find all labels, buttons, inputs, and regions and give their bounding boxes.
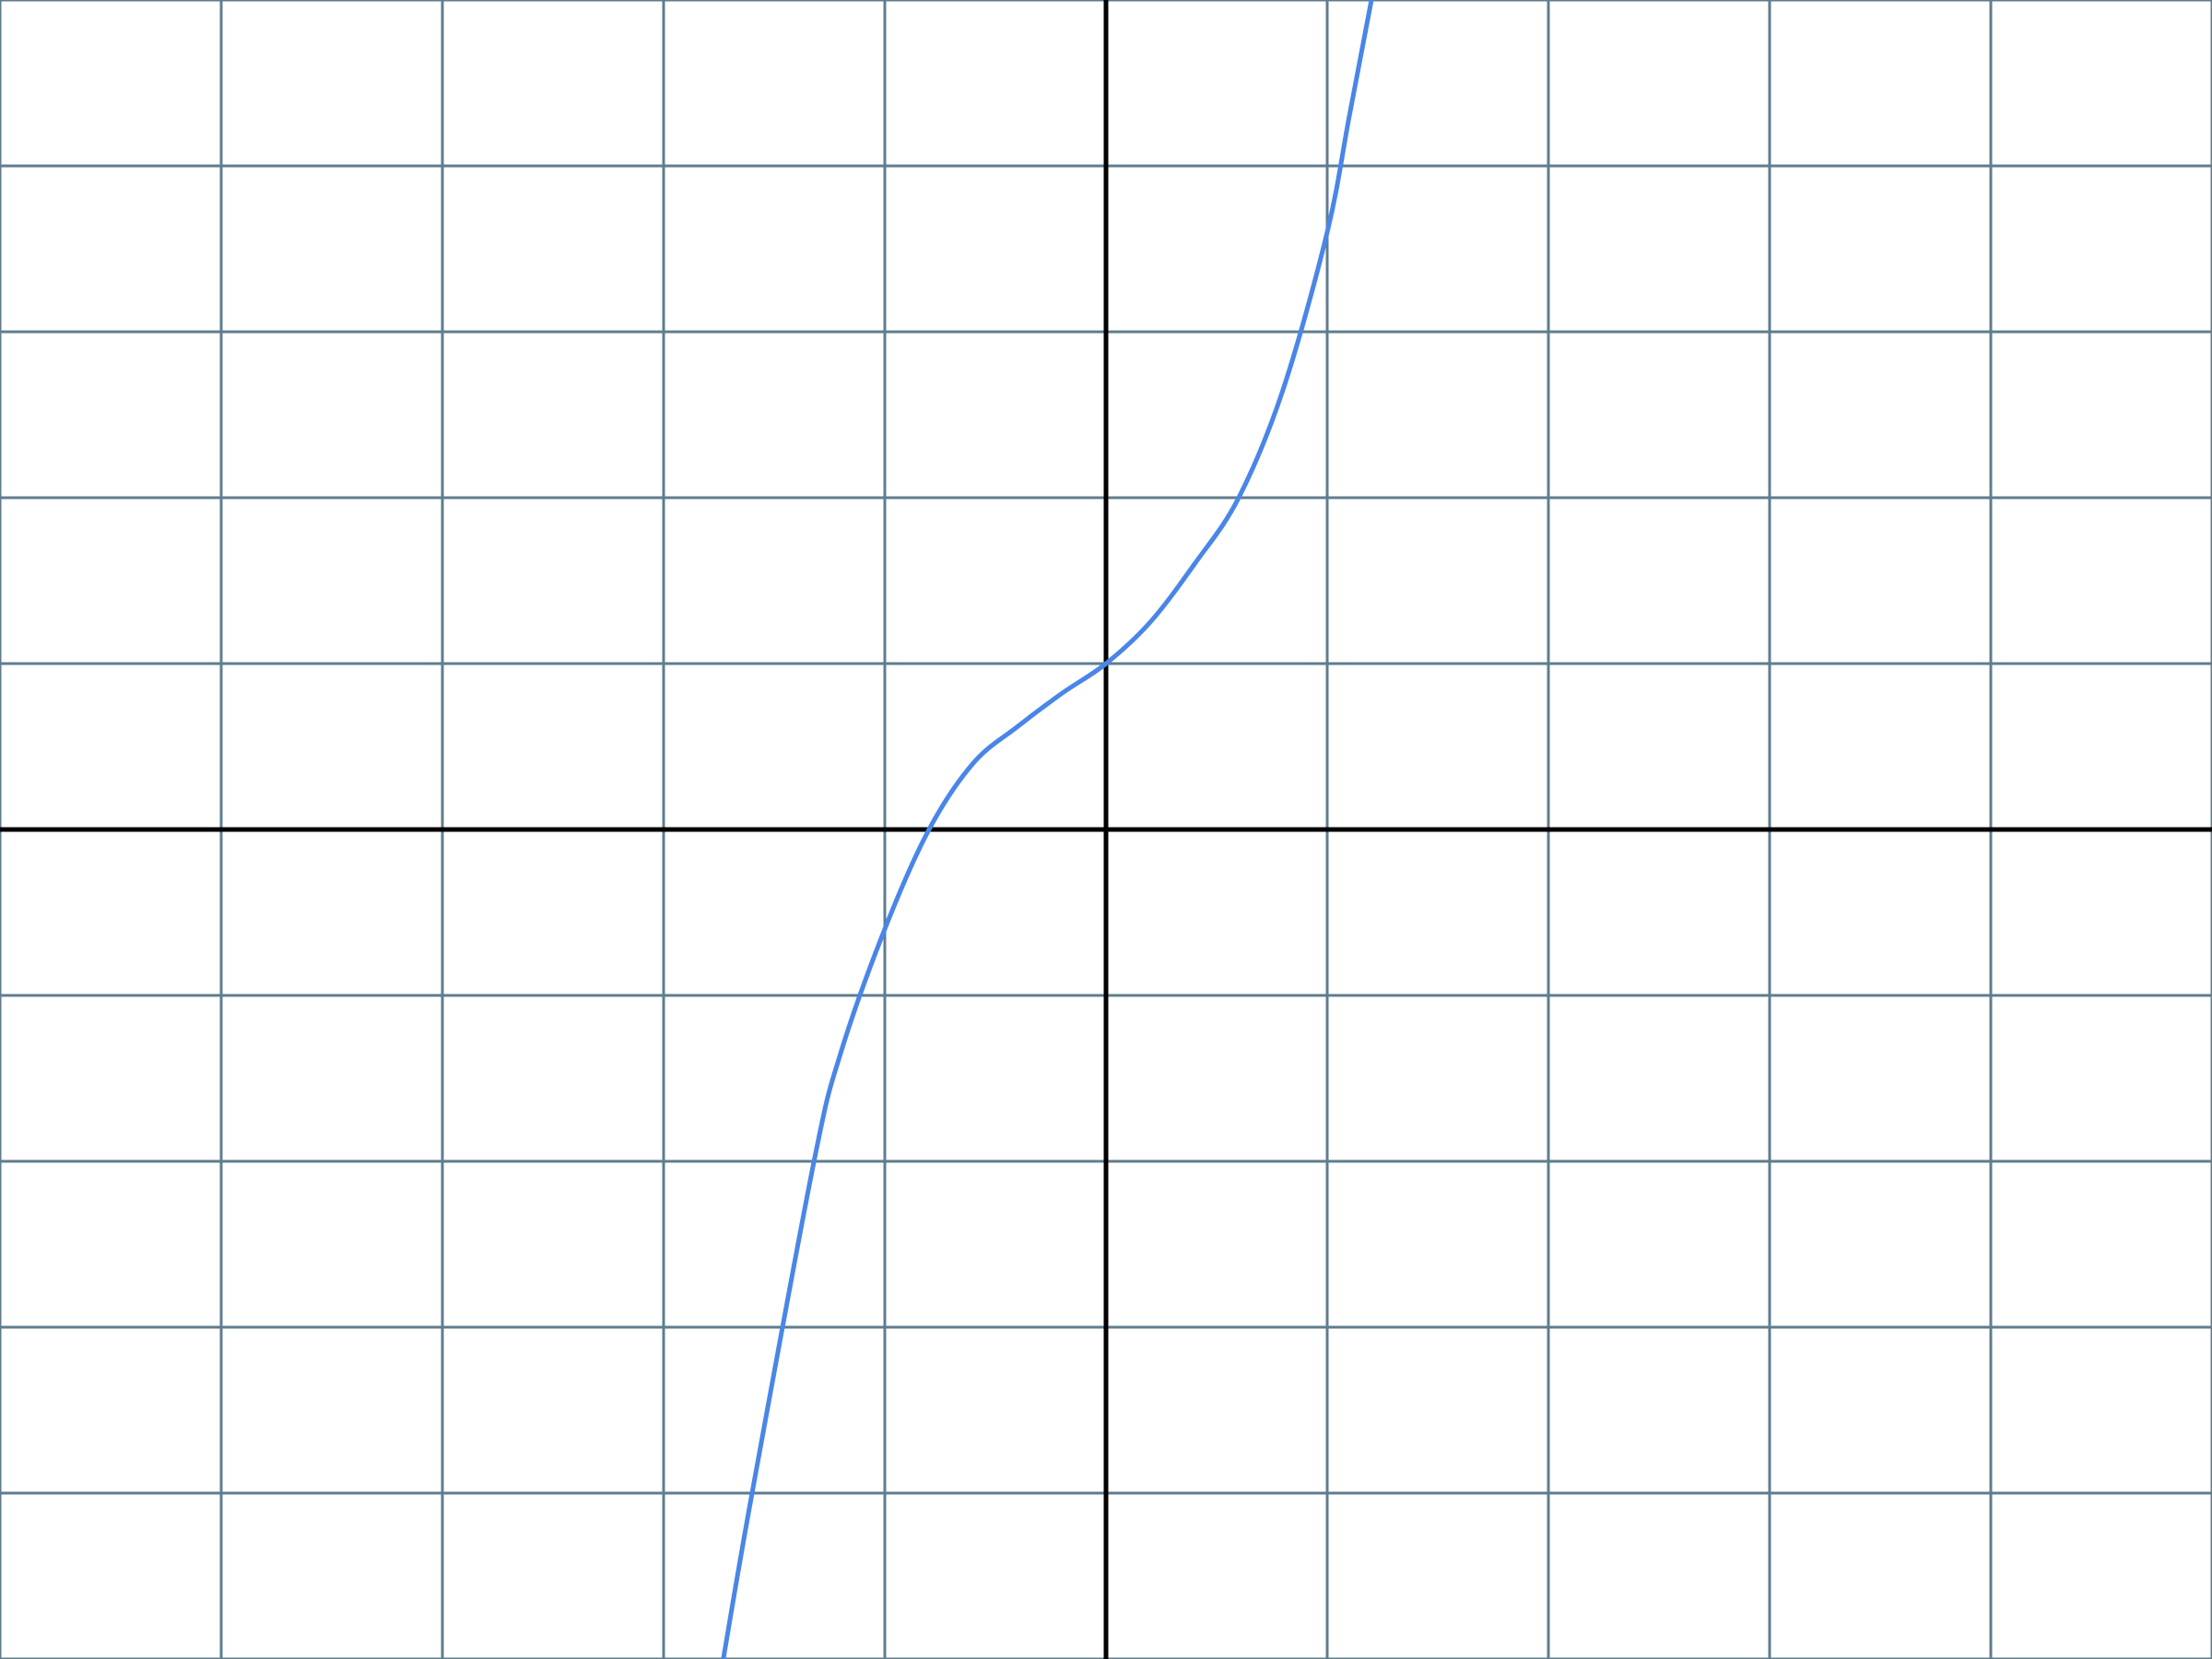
series-layer	[721, 0, 1374, 1659]
series-line-0	[721, 0, 1374, 1659]
